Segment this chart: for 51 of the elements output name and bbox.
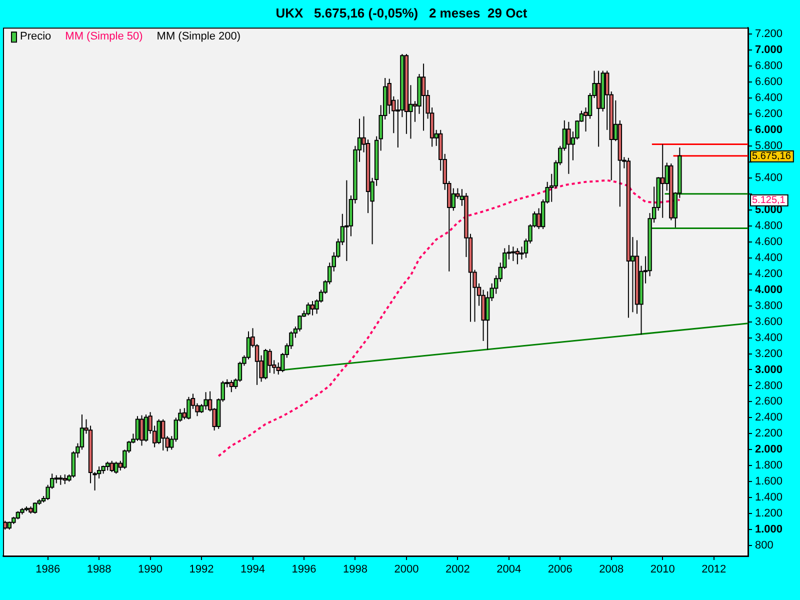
x-tick-label: 2000 bbox=[394, 564, 419, 576]
x-tick-label: 2012 bbox=[702, 564, 726, 576]
y-tick-label: 4.800 bbox=[755, 220, 783, 232]
y-tick-label: 2.600 bbox=[755, 396, 783, 408]
y-tick-label: 4.200 bbox=[755, 268, 783, 280]
y-tick-label: 6.600 bbox=[755, 76, 783, 88]
y-tick-label: 1.400 bbox=[755, 492, 783, 504]
x-tick-label: 1996 bbox=[292, 564, 316, 576]
x-tick-label: 2008 bbox=[599, 564, 624, 576]
x-tick-label: 1994 bbox=[240, 564, 265, 576]
x-tick-label: 2010 bbox=[650, 564, 675, 576]
y-tick-label: 6.000 bbox=[755, 124, 783, 136]
y-tick-label: 1.600 bbox=[755, 476, 783, 488]
y-tick-label: 2.200 bbox=[755, 428, 783, 440]
y-tick-label: 2.400 bbox=[755, 412, 783, 424]
y-tick-label: 4.600 bbox=[755, 236, 783, 248]
legend-label: Precio bbox=[20, 30, 52, 43]
text: 5.125,1 bbox=[752, 195, 786, 206]
y-tick-label: 3.000 bbox=[755, 364, 783, 376]
x-tick-label: 1998 bbox=[342, 564, 368, 576]
y-tick-label: 800 bbox=[755, 540, 774, 552]
chart-title: UKX 5.675,16 (-0,05%) 2 meses 29 Oct bbox=[276, 5, 528, 20]
line-series bbox=[218, 179, 681, 458]
text: MM (Simple 50) bbox=[65, 30, 143, 43]
y-tick-label: 7.000 bbox=[755, 44, 783, 56]
text: 5.675,16 bbox=[752, 151, 792, 162]
y-tick-label: 1.200 bbox=[755, 508, 783, 520]
y-tick-label: 1.000 bbox=[755, 524, 783, 536]
y-tick-label: 3.400 bbox=[755, 332, 783, 344]
x-tick-label: 1986 bbox=[36, 564, 60, 576]
y-tick-label: 3.200 bbox=[755, 348, 783, 360]
y-tick-label: 5.400 bbox=[755, 172, 783, 184]
y-tick-label: 6.200 bbox=[755, 108, 783, 120]
y-tick-label: 4.400 bbox=[755, 252, 783, 264]
x-tick-label: 2006 bbox=[548, 564, 572, 576]
x-tick-label: 2004 bbox=[496, 564, 522, 576]
y-tick-label: 5.800 bbox=[755, 140, 783, 152]
y-tick-label: 7.200 bbox=[755, 28, 783, 40]
y-tick-label: 3.800 bbox=[755, 300, 783, 312]
y-tick-label: 4.000 bbox=[755, 284, 783, 296]
x-tick-label: 2002 bbox=[445, 564, 470, 576]
y-tick-label: 6.400 bbox=[755, 92, 783, 104]
y-tick-label: 3.600 bbox=[755, 316, 783, 328]
y-tick-label: 2.000 bbox=[755, 444, 783, 456]
y-tick-label: 1.800 bbox=[755, 460, 783, 472]
legend-label: MM (Simple 200) bbox=[156, 30, 241, 43]
x-tick-label: 1992 bbox=[189, 564, 214, 576]
x-tick-label: 1988 bbox=[86, 564, 112, 576]
y-tick-label: 6.800 bbox=[755, 60, 783, 72]
y-tick-label: 2.800 bbox=[755, 380, 783, 392]
x-tick-label: 1990 bbox=[138, 564, 163, 576]
